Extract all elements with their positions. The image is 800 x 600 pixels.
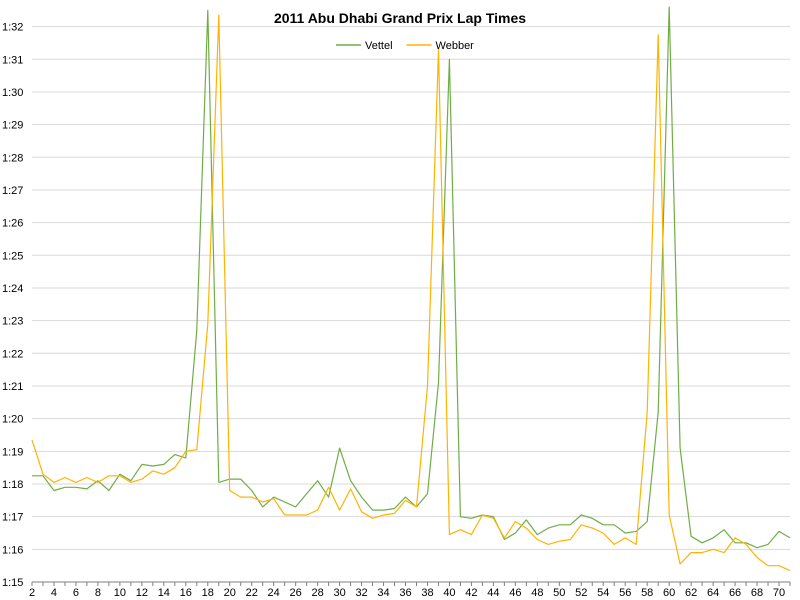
y-tick-label: 1:20 [2, 414, 23, 426]
x-tick-label: 22 [246, 587, 258, 599]
x-tick-label: 56 [619, 587, 631, 599]
y-tick-label: 1:23 [2, 316, 23, 328]
x-tick-label: 8 [95, 587, 101, 599]
y-tick-label: 1:16 [2, 544, 23, 556]
x-tick-label: 32 [355, 587, 367, 599]
y-tick-label: 1:29 [2, 120, 23, 132]
x-tick-label: 14 [158, 587, 170, 599]
series-line-webber [31, 14, 791, 572]
y-tick-label: 1:17 [2, 512, 23, 524]
y-tick-label: 1:28 [2, 152, 23, 164]
y-tick-label: 1:30 [2, 87, 23, 99]
legend: Vettel Webber [336, 40, 474, 52]
x-tick-label: 26 [290, 587, 302, 599]
y-tick-label: 1:22 [2, 348, 23, 360]
x-tick-label: 68 [751, 587, 763, 599]
x-tick-label: 20 [224, 587, 236, 599]
y-tick-label: 1:25 [2, 250, 23, 262]
x-tick-label: 62 [685, 587, 697, 599]
x-tick-label: 42 [465, 587, 477, 599]
axes: 1:15 1:16 1:17 1:18 1:19 1:20 1:21 1:22 1:23 1:24… [2, 22, 791, 599]
y-tick-label: 1:27 [2, 185, 23, 197]
y-tick-label: 1:21 [2, 381, 23, 393]
x-tick-label: 28 [311, 587, 323, 599]
y-tick-label: 1:26 [2, 218, 23, 230]
x-tick-label: 10 [114, 587, 126, 599]
chart-title: 2011 Abu Dhabi Grand Prix Lap Times [274, 10, 526, 26]
x-tick-label: 64 [707, 587, 719, 599]
x-tick-label: 2 [29, 587, 35, 599]
x-tick-label: 60 [663, 587, 675, 599]
y-tick-label: 1:18 [2, 479, 23, 491]
y-tick-label: 1:32 [2, 22, 23, 34]
x-tick-label: 58 [641, 587, 653, 599]
x-tick-label: 40 [443, 587, 455, 599]
x-tick-label: 34 [377, 587, 389, 599]
legend-label-webber: Webber [436, 40, 475, 52]
series-line-vettel [32, 6, 791, 549]
x-tick-label: 54 [597, 587, 609, 599]
x-tick-label: 6 [73, 587, 79, 599]
x-tick-label: 16 [180, 587, 192, 599]
x-tick-label: 24 [268, 587, 280, 599]
legend-label-vettel: Vettel [365, 40, 393, 52]
x-tick-label: 48 [531, 587, 543, 599]
x-tick-label: 18 [202, 587, 214, 599]
x-tick-label: 12 [136, 587, 148, 599]
x-tick-label: 52 [575, 587, 587, 599]
x-tick-label: 4 [51, 587, 57, 599]
x-tick-label: 50 [553, 587, 565, 599]
x-tick-label: 36 [399, 587, 411, 599]
x-tick-label: 30 [333, 587, 345, 599]
series-lines [31, 6, 791, 572]
x-tick-label: 70 [773, 587, 785, 599]
x-tick-label: 38 [421, 587, 433, 599]
y-tick-label: 1:24 [2, 283, 23, 295]
x-tick-label: 46 [509, 587, 521, 599]
y-tick-label: 1:19 [2, 446, 23, 458]
x-tick-label: 44 [487, 587, 499, 599]
y-tick-label: 1:31 [2, 54, 23, 66]
x-tick-label: 66 [729, 587, 741, 599]
y-tick-label: 1:15 [2, 577, 23, 589]
